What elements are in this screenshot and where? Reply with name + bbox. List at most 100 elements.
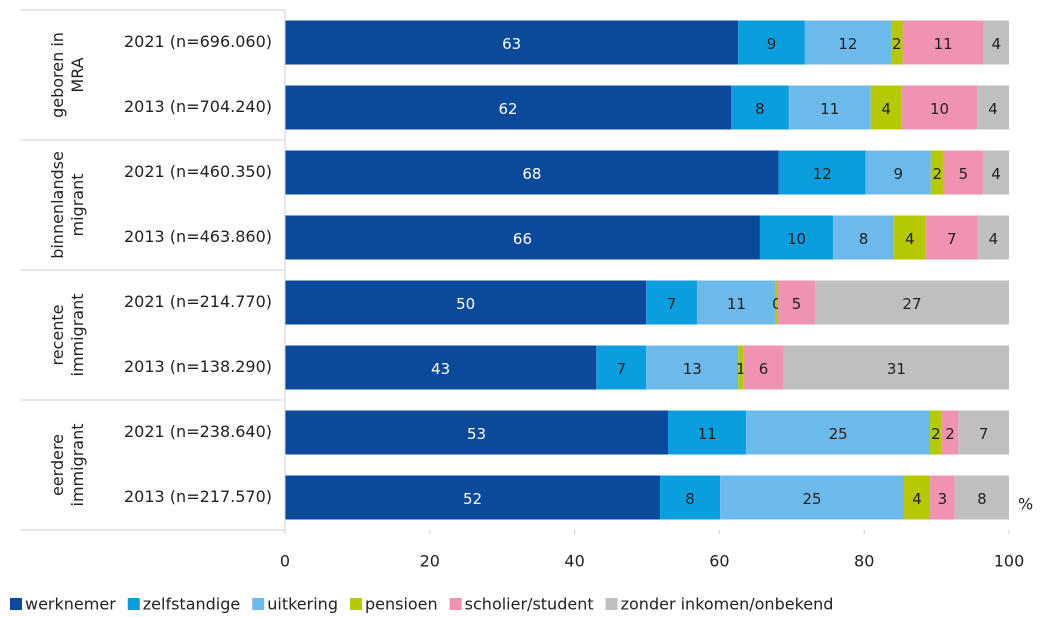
group-label: binnenlandsemigrant bbox=[48, 151, 87, 259]
bar-segment bbox=[738, 20, 805, 65]
bar-segment bbox=[890, 20, 903, 65]
legend-label: zelfstandige bbox=[143, 595, 240, 614]
bar-segment bbox=[902, 20, 984, 65]
data-label: 4 bbox=[989, 230, 999, 248]
bar-segment bbox=[667, 410, 747, 455]
data-label: 27 bbox=[902, 295, 921, 313]
data-label: 11 bbox=[820, 100, 839, 118]
data-label: 62 bbox=[498, 100, 517, 118]
data-label: 4 bbox=[882, 100, 892, 118]
data-label: 25 bbox=[803, 490, 822, 508]
y-tick-label: 2021 (n=214.770) bbox=[124, 292, 272, 311]
group-label-line: binnenlandse bbox=[48, 151, 67, 259]
data-label: 11 bbox=[698, 425, 717, 443]
group-label: geboren inMRA bbox=[48, 32, 87, 118]
y-tick-label: 2013 (n=217.570) bbox=[124, 487, 272, 506]
data-label: 10 bbox=[787, 230, 806, 248]
x-tick-label: 60 bbox=[709, 552, 729, 571]
group-label-line: migrant bbox=[68, 174, 87, 237]
data-label: 25 bbox=[829, 425, 848, 443]
data-label: 50 bbox=[456, 295, 475, 313]
bar-segment bbox=[958, 410, 1009, 455]
legend-label: zonder inkomen/onbekend bbox=[621, 595, 834, 614]
group-label-line: MRA bbox=[68, 57, 87, 92]
bar-segment bbox=[285, 410, 668, 455]
y-tick-label: 2013 (n=463.860) bbox=[124, 227, 272, 246]
legend-label: uitkering bbox=[267, 595, 338, 614]
y-tick-label: 2021 (n=238.640) bbox=[124, 422, 272, 441]
bar-segment bbox=[730, 85, 789, 130]
x-tick-label: 40 bbox=[564, 552, 584, 571]
bar-segment bbox=[696, 280, 776, 325]
group-label-line: recente bbox=[48, 305, 67, 366]
bar-segment bbox=[930, 410, 942, 455]
group-label: eerdereimmigrant bbox=[48, 423, 87, 506]
data-label: 2 bbox=[945, 425, 955, 443]
data-label: 53 bbox=[467, 425, 486, 443]
bar-segment bbox=[943, 150, 983, 195]
data-label: 7 bbox=[667, 295, 677, 313]
data-label: 4 bbox=[905, 230, 915, 248]
bar-segment bbox=[901, 85, 978, 130]
bar-segment bbox=[983, 20, 1009, 65]
data-label: 8 bbox=[859, 230, 869, 248]
data-label: 7 bbox=[979, 425, 989, 443]
x-tick-label: 100 bbox=[994, 552, 1025, 571]
data-label: 2 bbox=[931, 425, 941, 443]
data-label: 11 bbox=[727, 295, 746, 313]
data-label: 9 bbox=[893, 165, 903, 183]
data-label: 52 bbox=[463, 490, 482, 508]
data-label: 5 bbox=[792, 295, 802, 313]
data-label: 4 bbox=[991, 165, 1001, 183]
bar-segment bbox=[775, 280, 779, 325]
y-tick-label: 2021 (n=696.060) bbox=[124, 32, 272, 51]
group-label-line: immigrant bbox=[68, 423, 87, 506]
data-label: 2 bbox=[892, 35, 902, 53]
x-tick-label: 0 bbox=[280, 552, 290, 571]
bar-segment bbox=[285, 475, 661, 520]
data-label: 4 bbox=[988, 100, 998, 118]
legend-swatch bbox=[605, 598, 618, 610]
bar-segment bbox=[954, 475, 1009, 520]
bar-segment bbox=[925, 215, 978, 260]
group-label: recenteimmigrant bbox=[48, 293, 87, 376]
bar-segment bbox=[941, 410, 959, 455]
bar-segment bbox=[778, 280, 815, 325]
bar-segment bbox=[870, 85, 902, 130]
bar-segment bbox=[783, 345, 1009, 390]
y-tick-label: 2013 (n=138.290) bbox=[124, 357, 272, 376]
data-label: 4 bbox=[992, 35, 1002, 53]
data-label: 7 bbox=[947, 230, 957, 248]
data-label: 0 bbox=[772, 295, 782, 313]
data-label: 2 bbox=[933, 165, 943, 183]
bar-segment bbox=[778, 150, 866, 195]
legend-swatch bbox=[10, 598, 22, 610]
legend-swatch bbox=[252, 598, 265, 610]
data-label: 7 bbox=[617, 360, 627, 378]
data-label: 9 bbox=[767, 35, 777, 53]
data-label: 63 bbox=[502, 35, 521, 53]
bar-segment bbox=[596, 345, 647, 390]
bar-segment bbox=[720, 475, 905, 520]
bar-segment bbox=[788, 85, 871, 130]
legend-label: werknemer bbox=[25, 595, 116, 614]
data-label: 10 bbox=[930, 100, 949, 118]
data-label: 3 bbox=[938, 490, 948, 508]
bar-segment bbox=[977, 85, 1009, 130]
bar-segment bbox=[982, 150, 1009, 195]
bar-segment bbox=[833, 215, 894, 260]
group-label-line: eerdere bbox=[48, 434, 67, 496]
bar-segment bbox=[646, 280, 697, 325]
bar-segment bbox=[893, 215, 926, 260]
bar-segment bbox=[759, 215, 834, 260]
data-label: 12 bbox=[813, 165, 832, 183]
legend-label: scholier/student bbox=[465, 595, 594, 614]
bar-segment bbox=[930, 475, 955, 520]
group-label-line: geboren in bbox=[48, 32, 67, 118]
data-label: 8 bbox=[685, 490, 695, 508]
legend-swatch bbox=[127, 598, 140, 610]
data-label: 66 bbox=[513, 230, 532, 248]
data-label: 6 bbox=[759, 360, 769, 378]
bar-segment bbox=[814, 280, 1009, 325]
data-label: 43 bbox=[431, 360, 450, 378]
